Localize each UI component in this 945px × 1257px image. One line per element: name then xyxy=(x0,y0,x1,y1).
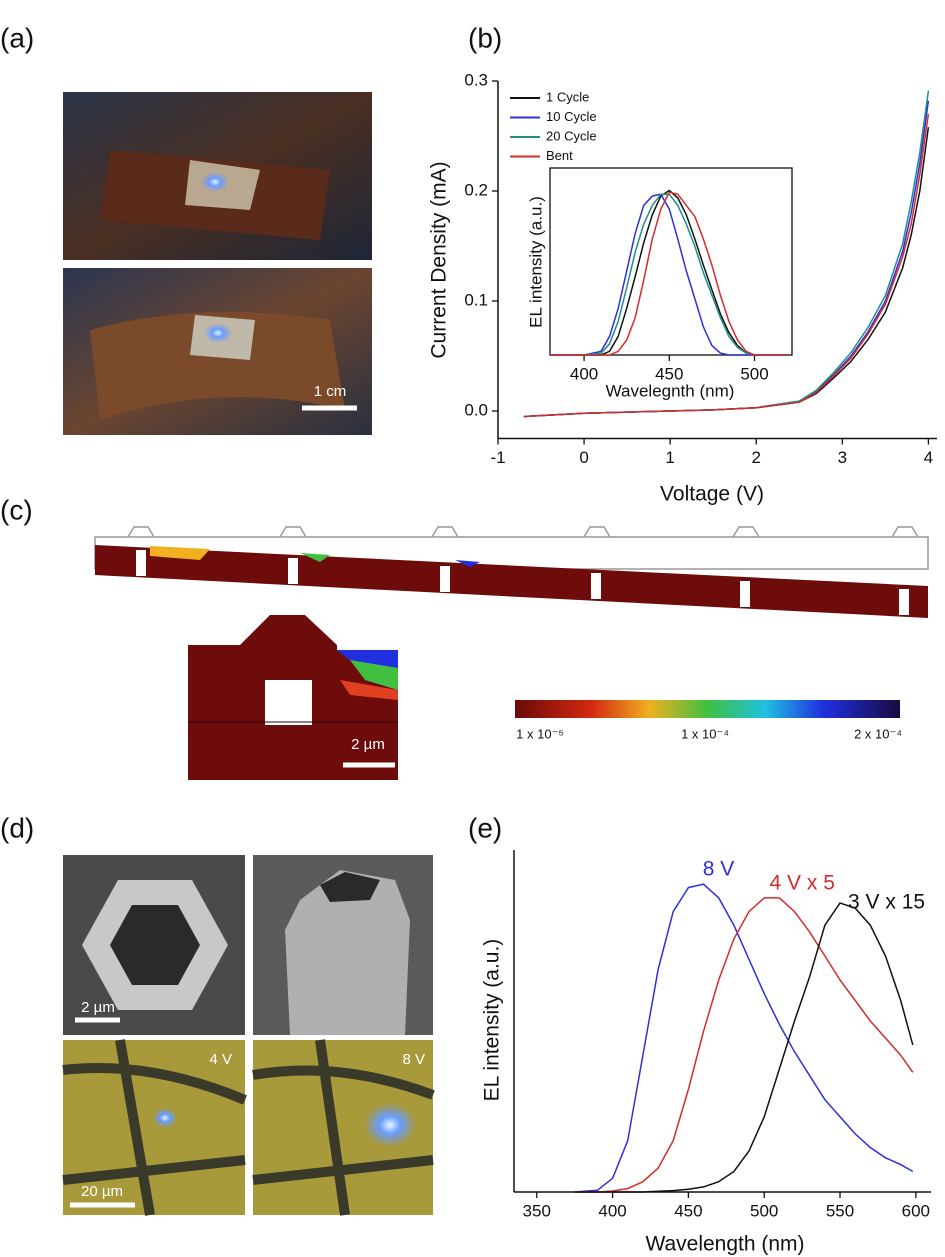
panel-label: (a) xyxy=(0,22,34,53)
x-tick-label: 350 xyxy=(523,1201,551,1220)
panel-label: (e) xyxy=(468,812,502,843)
series-label: 8 V xyxy=(703,858,735,881)
series-label: 4 V x 5 xyxy=(770,871,835,894)
x-tick-label: 3 xyxy=(838,448,847,467)
y-axis-label: EL intensity (a.u.) xyxy=(481,939,504,1102)
voltage-label: 4 V xyxy=(209,1051,232,1068)
legend-label: 1 Cycle xyxy=(546,89,589,104)
x-tick-label: -1 xyxy=(490,448,505,467)
legend-label: 10 Cycle xyxy=(546,109,597,124)
x-tick-label: 450 xyxy=(674,1201,702,1220)
scale-bar-label: 20 µm xyxy=(81,1183,123,1200)
y-tick-label: 0.3 xyxy=(464,70,488,89)
x-tick-label: 550 xyxy=(826,1201,854,1220)
legend-label: 20 Cycle xyxy=(546,128,597,143)
voltage-label: 8 V xyxy=(402,1051,425,1068)
panel-label: (c) xyxy=(0,494,33,525)
x-tick-label: 500 xyxy=(740,364,768,383)
legend-label: Bent xyxy=(546,148,573,163)
scale-bar-label: 2 µm xyxy=(81,999,115,1016)
x-axis-label: Wavelegnth (nm) xyxy=(606,381,735,400)
series-label: 3 V x 15 xyxy=(848,891,925,914)
panel-label: (b) xyxy=(468,22,502,53)
colorbar-label: 1 x 10⁻⁵ xyxy=(516,726,564,741)
y-tick-label: 0.0 xyxy=(464,400,488,419)
figure: 1 cm 2 µm 2 µm 20 µm 4 V 8 V 1 x 10⁻⁵ 1 … xyxy=(0,0,945,1257)
y-axis-label: EL intensity (a.u.) xyxy=(526,196,545,328)
simulation-c xyxy=(95,527,928,780)
x-tick-label: 600 xyxy=(902,1201,930,1220)
x-tick-label: 4 xyxy=(924,448,933,467)
y-axis-label: Current Density (mA) xyxy=(428,161,451,358)
scale-bar-label: 1 cm xyxy=(314,383,347,400)
x-axis-label: Wavelength (nm) xyxy=(645,1233,804,1256)
y-tick-label: 0.1 xyxy=(464,290,488,309)
x-tick-label: 0 xyxy=(579,448,588,467)
scale-bar-label: 2 µm xyxy=(351,736,385,753)
x-axis-label: Voltage (V) xyxy=(660,483,764,506)
x-tick-label: 400 xyxy=(598,1201,626,1220)
series-line xyxy=(575,884,913,1192)
x-tick-label: 500 xyxy=(750,1201,778,1220)
colorbar-label: 1 x 10⁻⁴ xyxy=(681,726,729,741)
x-tick-label: 2 xyxy=(752,448,761,467)
x-tick-label: 400 xyxy=(570,364,598,383)
x-tick-label: 1 xyxy=(665,448,674,467)
panel-label: (d) xyxy=(0,812,34,843)
colorbar-label: 2 x 10⁻⁴ xyxy=(854,726,902,741)
y-tick-label: 0.2 xyxy=(464,180,488,199)
micrographs-d xyxy=(63,855,433,1215)
